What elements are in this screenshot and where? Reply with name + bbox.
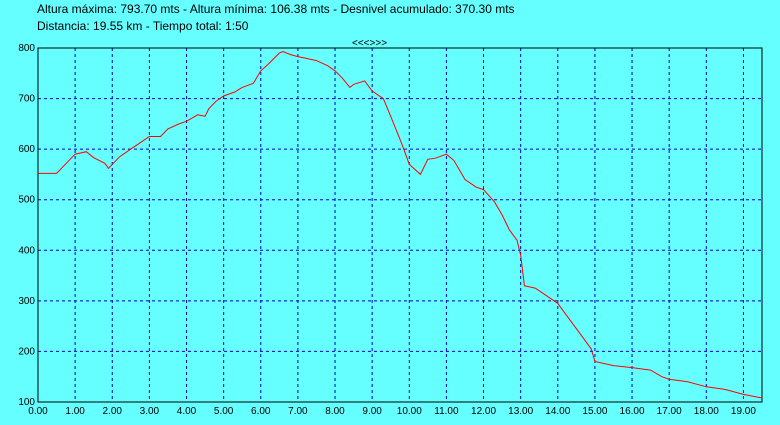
- x-axis-tick-labels: 0.00 1.00 2.00 3.00 4.00 5.00 6.00 7.00 8.00 9.00…: [28, 406, 756, 417]
- y-axis-tick-labels: 800 700 600 500 400 300 200 100: [18, 43, 35, 408]
- x-tick-label: 9.00: [362, 406, 382, 417]
- y-tick-label: 300: [18, 296, 35, 307]
- x-tick-label: 3.00: [140, 406, 160, 417]
- x-tick-label: 8.00: [325, 406, 345, 417]
- x-tick-label: 11.00: [434, 406, 459, 417]
- y-tick-label: 100: [18, 397, 35, 408]
- grid-lines: [38, 48, 762, 402]
- x-tick-label: 2.00: [103, 406, 123, 417]
- y-tick-label: 200: [18, 346, 35, 357]
- x-tick-label: 14.00: [545, 406, 570, 417]
- stats-summary-line-2: Distancia: 19.55 km - Tiempo total: 1:50: [37, 19, 249, 33]
- x-tick-label: 0.00: [28, 406, 48, 417]
- x-tick-label: 13.00: [508, 406, 533, 417]
- x-tick-label: 10.00: [397, 406, 422, 417]
- x-tick-label: 16.00: [620, 406, 645, 417]
- x-tick-label: 4.00: [177, 406, 197, 417]
- x-tick-label: 5.00: [214, 406, 234, 417]
- x-tick-label: 12.00: [471, 406, 496, 417]
- stats-summary-line-1: Altura máxima: 793.70 mts - Altura mínim…: [37, 2, 515, 16]
- pan-navigation-arrows[interactable]: <<<>>>: [352, 38, 388, 49]
- y-tick-label: 800: [18, 43, 35, 54]
- x-tick-label: 17.00: [657, 406, 682, 417]
- elevation-series-line: [38, 50, 763, 399]
- x-tick-label: 18.00: [694, 406, 719, 417]
- y-tick-label: 600: [18, 144, 35, 155]
- x-tick-label: 1.00: [65, 406, 85, 417]
- x-tick-label: 15.00: [582, 406, 607, 417]
- y-tick-label: 500: [18, 195, 35, 206]
- y-tick-label: 400: [18, 245, 35, 256]
- x-tick-label: 6.00: [251, 406, 271, 417]
- plot-area-frame: [37, 47, 763, 403]
- x-tick-label: 7.00: [288, 406, 308, 417]
- y-tick-label: 700: [18, 94, 35, 105]
- x-tick-label: 19.00: [731, 406, 756, 417]
